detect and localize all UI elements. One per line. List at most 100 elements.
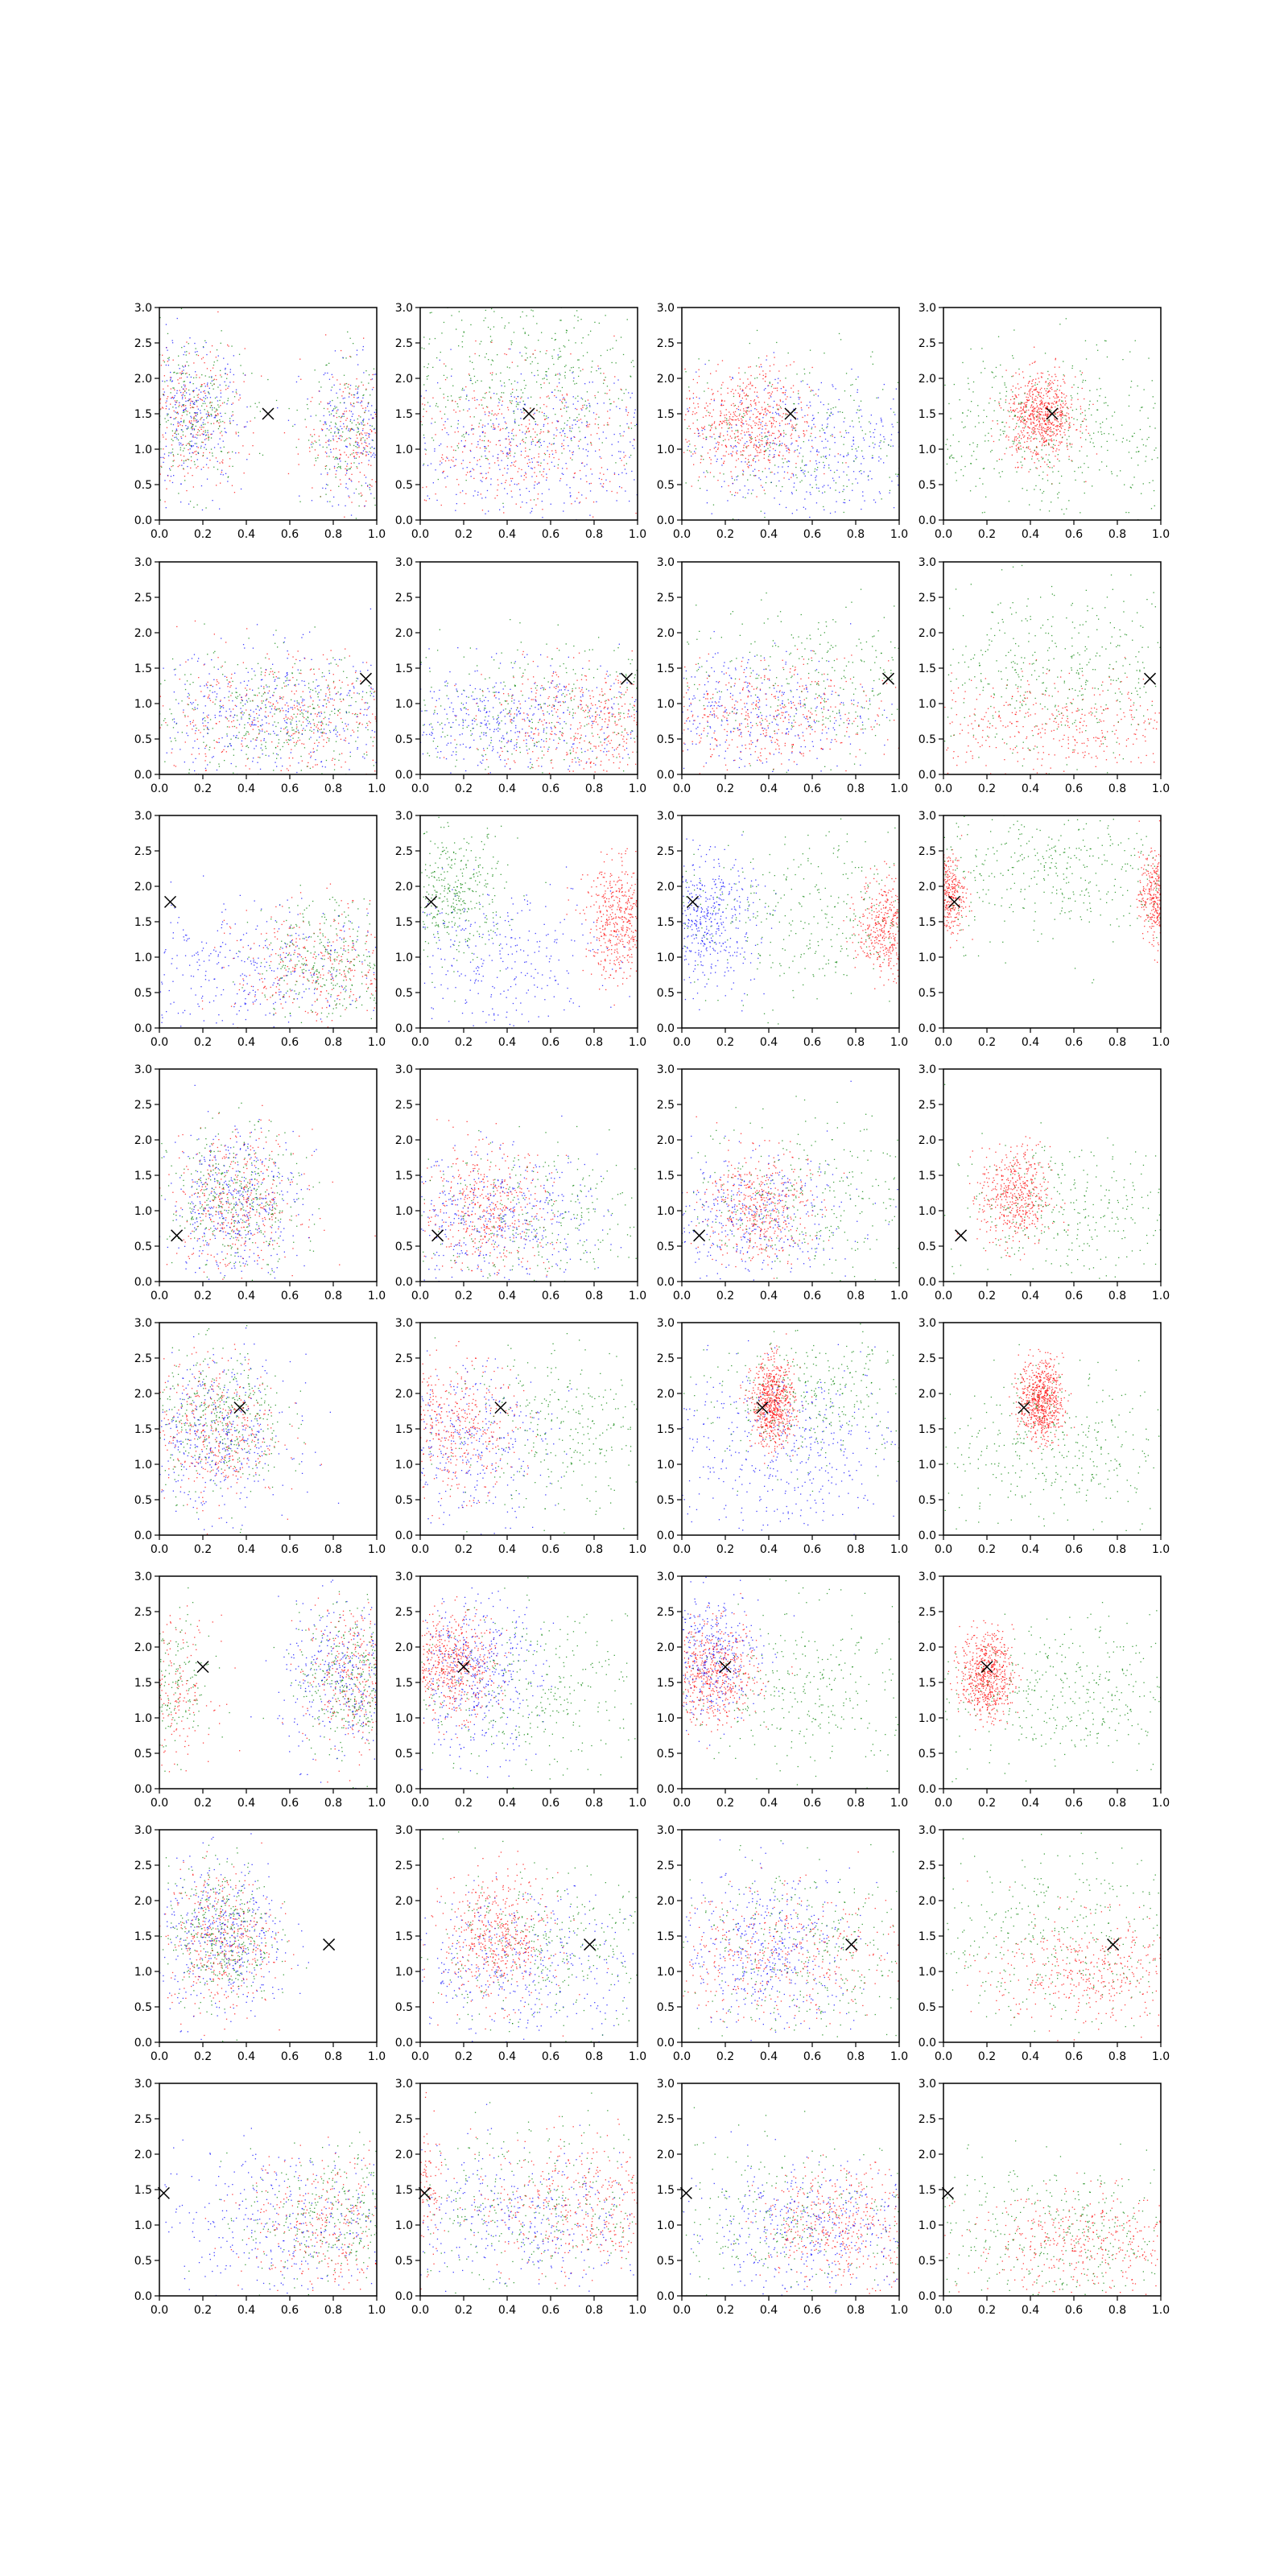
- scatter-point: [734, 404, 737, 407]
- scatter-point: [1068, 423, 1070, 425]
- scatter-point: [759, 445, 761, 447]
- scatter-point: [474, 399, 476, 401]
- scatter-point: [196, 401, 197, 402]
- scatter-point: [1071, 460, 1072, 461]
- scatter-point: [436, 357, 438, 359]
- scatter-point: [754, 424, 756, 427]
- scatter-point: [811, 440, 813, 441]
- scatter-point: [222, 462, 224, 464]
- scatter-point: [814, 470, 815, 473]
- scatter-point: [743, 408, 745, 410]
- scatter-point: [350, 514, 353, 516]
- scatter-point: [174, 432, 175, 434]
- scatter-point: [227, 387, 229, 389]
- scatter-point: [1063, 431, 1065, 433]
- scatter-point: [191, 446, 192, 448]
- scatter-point: [339, 479, 341, 481]
- scatter-point: [1121, 441, 1123, 443]
- scatter-point: [1018, 436, 1020, 438]
- scatter-point: [720, 403, 722, 405]
- scatter-point: [210, 433, 212, 436]
- scatter-point: [1096, 453, 1098, 455]
- scatter-point: [1054, 379, 1055, 381]
- scatter-point: [1031, 380, 1033, 382]
- scatter-point: [310, 415, 312, 417]
- scatter-point: [779, 444, 781, 446]
- scatter-point: [345, 382, 348, 385]
- scatter-point: [529, 423, 530, 425]
- scatter-point: [705, 402, 708, 404]
- scatter-point: [634, 412, 635, 414]
- scatter-point: [227, 400, 229, 402]
- scatter-point: [754, 469, 756, 470]
- scatter-point: [733, 479, 736, 481]
- scatter-point: [842, 490, 844, 493]
- scatter-point: [766, 444, 767, 446]
- scatter-point: [524, 456, 526, 459]
- x-tick-label: 0.6: [1065, 528, 1083, 541]
- scatter-point: [350, 411, 353, 412]
- scatter-point: [163, 394, 165, 396]
- scatter-point: [536, 410, 539, 411]
- scatter-point: [481, 473, 482, 474]
- scatter-point: [494, 427, 496, 429]
- scatter-point: [809, 460, 811, 462]
- scatter-point: [159, 398, 162, 400]
- scatter-point: [201, 441, 203, 443]
- scatter-point: [213, 361, 215, 363]
- scatter-point: [465, 398, 467, 400]
- scatter-point: [340, 402, 341, 403]
- scatter-point: [603, 424, 605, 426]
- scatter-point: [1015, 448, 1018, 450]
- scatter-point: [1057, 493, 1059, 495]
- scatter-point: [596, 414, 597, 415]
- scatter-point: [804, 415, 806, 417]
- scatter-point: [723, 462, 724, 464]
- scatter-point: [756, 395, 758, 397]
- scatter-point: [1032, 429, 1034, 431]
- scatter-point: [192, 390, 194, 392]
- scatter-point: [750, 436, 752, 438]
- scatter-point: [1023, 419, 1025, 421]
- scatter-point: [196, 437, 198, 439]
- scatter-point: [340, 453, 341, 455]
- scatter-point: [1025, 424, 1026, 426]
- scatter-point: [758, 366, 760, 368]
- scatter-point: [375, 481, 377, 483]
- scatter-point: [876, 423, 877, 425]
- scatter-point: [602, 431, 604, 433]
- scatter-point: [194, 403, 196, 405]
- scatter-point: [497, 426, 499, 427]
- scatter-point: [1009, 409, 1012, 411]
- scatter-point: [708, 411, 709, 413]
- scatter-point: [845, 432, 848, 434]
- scatter-point: [1054, 413, 1055, 415]
- scatter-point: [711, 427, 712, 429]
- scatter-point: [1060, 441, 1062, 443]
- x-tick-label: 0.4: [1022, 528, 1039, 541]
- scatter-point: [784, 392, 786, 394]
- scatter-point: [1056, 430, 1058, 431]
- scatter-point: [203, 466, 204, 469]
- scatter-point: [277, 407, 279, 409]
- scatter-point: [424, 442, 426, 444]
- scatter-point: [238, 452, 240, 454]
- scatter-point: [794, 482, 795, 484]
- scatter-point: [555, 339, 556, 341]
- y-tick-label: 2.0: [657, 373, 675, 386]
- scatter-point: [597, 391, 599, 393]
- scatter-point: [473, 390, 475, 392]
- scatter-point: [340, 460, 341, 462]
- scatter-point: [326, 452, 328, 454]
- scatter-point: [492, 372, 493, 374]
- scatter-point: [724, 400, 725, 402]
- scatter-point: [1068, 456, 1070, 457]
- scatter-point: [1102, 421, 1104, 423]
- scatter-point: [846, 474, 848, 476]
- scatter-point: [475, 407, 477, 409]
- scatter-point: [214, 417, 216, 419]
- scatter-point: [491, 308, 493, 310]
- scatter-point: [215, 457, 217, 459]
- scatter-point: [1081, 411, 1084, 414]
- scatter-point: [1139, 410, 1141, 411]
